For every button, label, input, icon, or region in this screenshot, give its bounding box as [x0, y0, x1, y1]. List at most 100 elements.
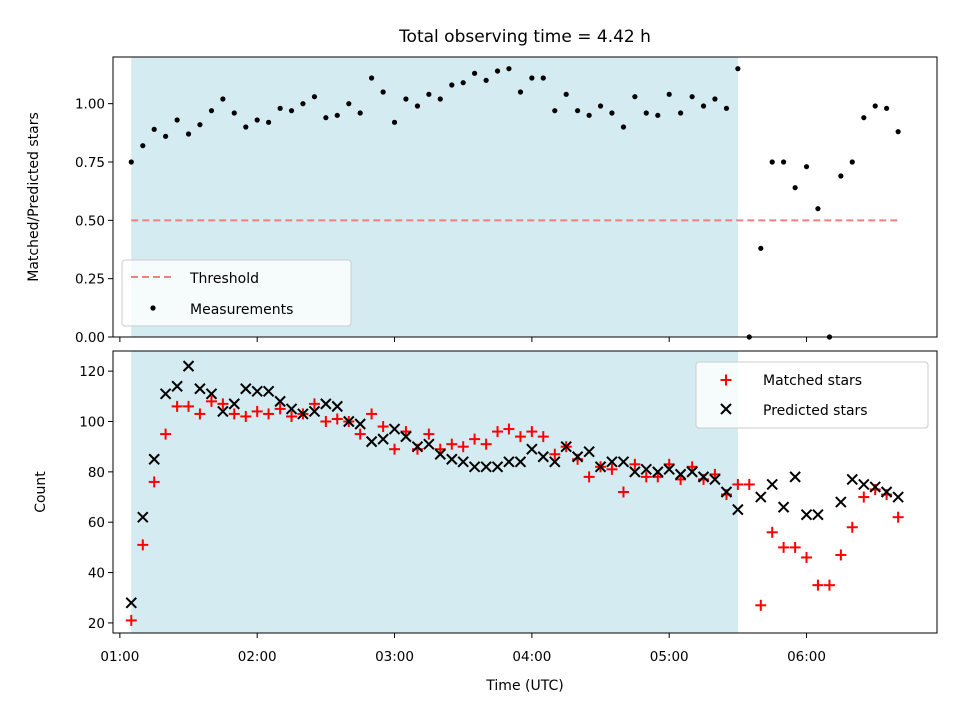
measurement-point — [540, 75, 546, 81]
matched-star-point — [778, 541, 790, 553]
predicted-star-point — [240, 383, 252, 395]
matched-star-point — [240, 410, 252, 422]
y-tick-label: 40 — [88, 566, 105, 582]
matched-star-point — [801, 551, 813, 563]
predicted-star-point — [411, 440, 424, 453]
measurement-point — [437, 96, 443, 102]
predicted-legend-swatch — [720, 403, 732, 415]
y-tick-label: 20 — [88, 616, 105, 632]
matched-star-point — [892, 511, 904, 523]
measurement-point — [689, 94, 695, 100]
predicted-star-point — [594, 461, 607, 473]
measurement-point — [620, 124, 627, 130]
matched-star-point — [446, 438, 458, 450]
measurement-point — [357, 110, 363, 116]
matched-star-point — [308, 398, 320, 410]
predicted-star-point — [629, 466, 641, 478]
matched-star-point — [743, 478, 755, 490]
predicted-star-point — [274, 395, 286, 408]
predicted-star-point — [423, 438, 435, 450]
matched-star-point — [194, 408, 206, 420]
measurement-point — [769, 159, 775, 165]
predicted-star-point — [560, 440, 572, 453]
measurement-point — [700, 103, 707, 109]
predicted-star-point — [537, 451, 549, 463]
measurements-legend-swatch — [150, 305, 156, 311]
matched-star-point — [823, 579, 835, 591]
predicted-star-point — [182, 360, 195, 372]
predicted-star-point — [880, 486, 893, 498]
predicted-star-point — [835, 496, 847, 508]
predicted-star-point — [526, 443, 538, 455]
measurement-point — [140, 143, 146, 149]
y-tick-label: 100 — [79, 415, 105, 431]
measurement-point — [494, 68, 501, 74]
observing-window-shade — [131, 351, 738, 633]
matched-star-point — [320, 416, 332, 427]
predicted-star-point — [377, 433, 389, 445]
matched-star-point — [263, 408, 275, 420]
measurement-point — [758, 245, 764, 251]
matched-legend-marker — [720, 374, 732, 386]
measurement-point — [449, 82, 455, 88]
predicted-star-point — [217, 405, 229, 418]
matched-star-point — [617, 486, 629, 498]
matched-star-point — [732, 478, 744, 490]
predicted-star-point — [514, 456, 527, 468]
measurement-point — [414, 103, 421, 109]
matched-star-point — [812, 579, 824, 591]
predicted-star-point — [732, 503, 744, 516]
matched-star-point — [125, 614, 137, 626]
predicted-star-point — [663, 463, 675, 476]
matched-star-point — [286, 410, 298, 422]
predicted-star-point — [205, 388, 218, 400]
predicted-star-point — [400, 430, 412, 443]
matched-star-point — [171, 400, 183, 412]
measurement-point — [277, 105, 283, 111]
measurement-point — [735, 66, 741, 72]
predicted-star-point — [125, 597, 137, 609]
x-tick-label: 05:00 — [650, 649, 689, 665]
predicted-star-point — [228, 398, 240, 410]
count-y-axis-label: Count — [33, 471, 49, 513]
measurement-point — [243, 124, 249, 130]
ratio-legend: Threshold Measurements — [121, 259, 352, 327]
ratio-y-ticks: 0.00 0.25 0.50 0.75 1.00 — [75, 97, 113, 346]
y-tick-label: 0.25 — [75, 272, 105, 288]
measurement-point — [883, 105, 890, 111]
predicted-star-point — [171, 380, 183, 392]
predicted-star-point — [159, 388, 172, 400]
matched-star-point — [858, 491, 870, 503]
threshold-legend-label: Threshold — [189, 271, 259, 287]
x-tick-label: 02:00 — [238, 649, 277, 665]
measurement-point — [471, 70, 478, 76]
predicted-star-point — [846, 473, 858, 486]
predicted-star-point — [709, 473, 721, 486]
count-y-ticks: 20 40 60 80 100 120 — [79, 364, 113, 632]
predicted-star-point — [697, 471, 710, 483]
matched-star-point — [606, 463, 618, 475]
measurement-point — [815, 206, 821, 212]
predicted-star-point — [720, 486, 733, 498]
predicted-star-point — [503, 456, 515, 468]
predicted-star-point — [354, 418, 366, 430]
matched-star-point — [377, 421, 389, 433]
matched-star-point — [514, 431, 526, 443]
measurement-point — [780, 159, 787, 165]
measurement-point — [220, 96, 226, 102]
predicted-star-point — [571, 451, 584, 463]
matched-stars-points — [125, 395, 904, 626]
matched-star-point — [251, 405, 263, 417]
predicted-star-point — [812, 508, 824, 521]
x-tick-label: 03:00 — [375, 649, 414, 665]
time-x-ticks: 01:00 02:00 03:00 04:00 05:00 06:00 — [100, 633, 826, 665]
measurement-point — [391, 119, 398, 125]
measurement-point — [655, 112, 661, 118]
measurement-point — [597, 103, 604, 109]
matched-star-point — [331, 413, 343, 425]
predicted-star-point — [446, 453, 458, 465]
matched-star-point — [789, 541, 801, 553]
predicted-star-point — [457, 456, 469, 468]
measurement-point — [517, 89, 524, 95]
predicted-star-point — [194, 383, 206, 395]
